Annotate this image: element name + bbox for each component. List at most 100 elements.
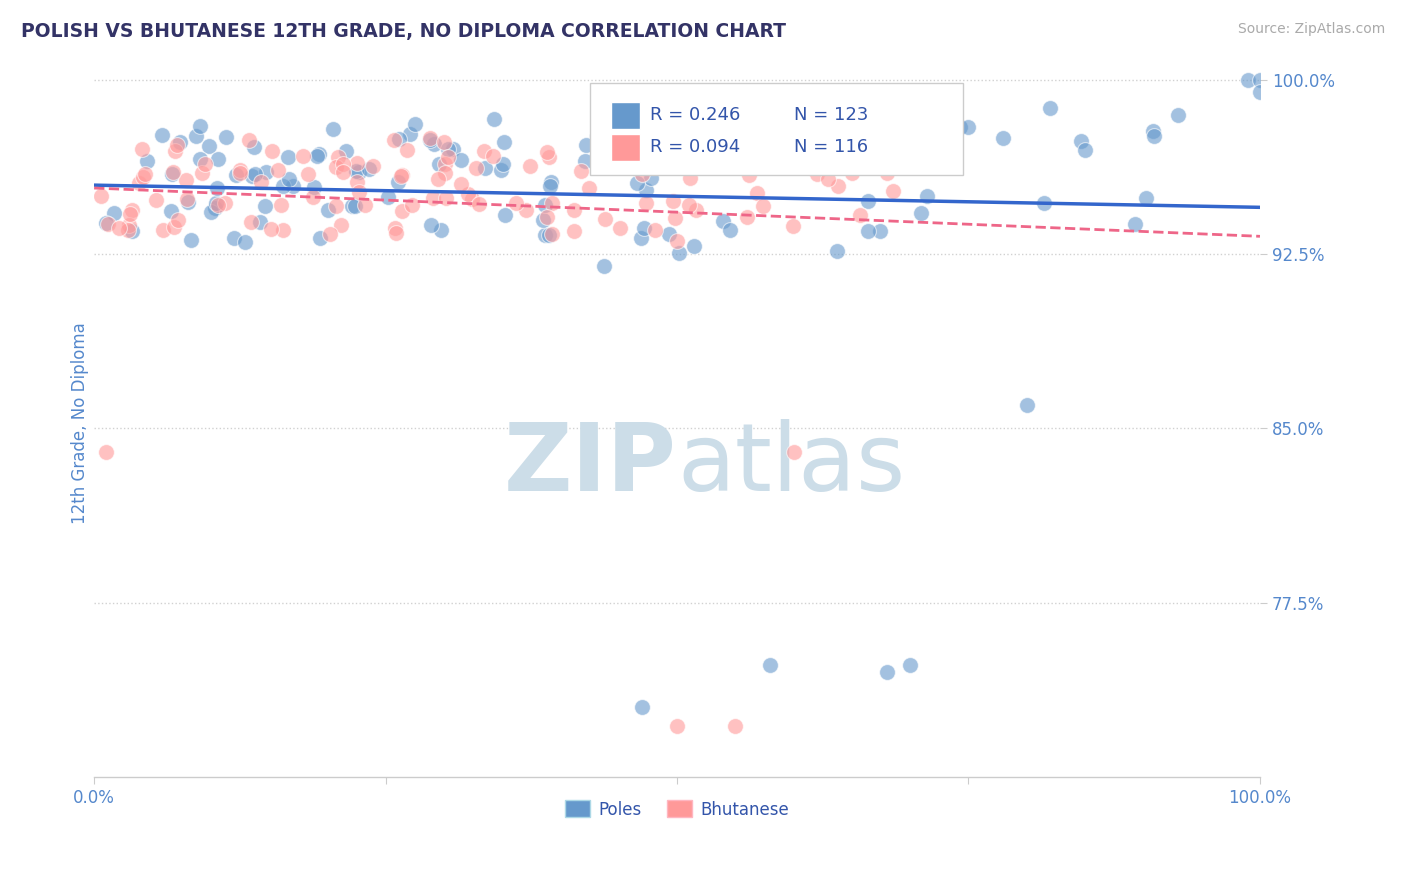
- Point: [297, 167, 319, 181]
- Point: [949, 120, 972, 134]
- Point: [876, 166, 898, 180]
- Point: [664, 211, 686, 225]
- Point: [163, 220, 186, 235]
- Point: [335, 145, 357, 159]
- Point: [536, 145, 558, 159]
- Point: [319, 227, 342, 241]
- Point: [243, 140, 266, 154]
- Point: [562, 202, 585, 217]
- Point: [121, 203, 143, 218]
- Point: [433, 156, 456, 170]
- Point: [340, 198, 363, 212]
- Point: [657, 227, 679, 241]
- Point: [94, 216, 117, 230]
- Point: [538, 179, 561, 194]
- Point: [291, 149, 314, 163]
- Point: [384, 221, 406, 235]
- Point: [207, 153, 229, 167]
- Point: [391, 169, 413, 183]
- Point: [422, 191, 444, 205]
- Point: [827, 178, 849, 193]
- Point: [541, 227, 564, 241]
- Point: [1135, 190, 1157, 204]
- Point: [1039, 101, 1062, 115]
- Point: [636, 196, 658, 211]
- Point: [782, 219, 804, 234]
- Point: [363, 160, 385, 174]
- Point: [322, 121, 344, 136]
- Point: [395, 143, 418, 157]
- Point: [957, 120, 980, 134]
- Point: [1143, 128, 1166, 143]
- Point: [858, 224, 880, 238]
- Point: [841, 166, 863, 180]
- Point: [401, 198, 423, 212]
- Point: [176, 192, 198, 206]
- Point: [484, 112, 506, 127]
- Point: [166, 138, 188, 153]
- Point: [249, 215, 271, 229]
- Text: R = 0.094: R = 0.094: [650, 138, 741, 156]
- Point: [117, 223, 139, 237]
- Point: [205, 196, 228, 211]
- Point: [540, 175, 562, 189]
- Point: [180, 233, 202, 247]
- Point: [90, 188, 112, 202]
- Point: [578, 180, 600, 194]
- Point: [239, 215, 262, 229]
- Point: [389, 169, 412, 183]
- Point: [188, 153, 211, 167]
- Point: [541, 196, 564, 211]
- Point: [121, 224, 143, 238]
- Point: [382, 133, 405, 147]
- Text: ZIP: ZIP: [505, 419, 678, 511]
- Legend: Poles, Bhutanese: Poles, Bhutanese: [558, 794, 796, 825]
- Point: [344, 164, 367, 178]
- Point: [267, 162, 290, 177]
- Point: [198, 139, 221, 153]
- Point: [1033, 196, 1056, 211]
- Point: [1074, 143, 1097, 157]
- Point: [817, 172, 839, 186]
- Point: [505, 195, 527, 210]
- Point: [763, 143, 786, 157]
- Point: [273, 179, 295, 194]
- Point: [630, 231, 652, 245]
- Point: [332, 165, 354, 179]
- Point: [134, 167, 156, 181]
- Point: [742, 155, 765, 169]
- Point: [243, 167, 266, 181]
- FancyBboxPatch shape: [589, 83, 963, 175]
- Point: [108, 221, 131, 235]
- Point: [308, 147, 330, 161]
- Point: [204, 202, 226, 216]
- Point: [457, 186, 479, 201]
- Point: [665, 234, 688, 248]
- Point: [437, 150, 460, 164]
- Point: [347, 164, 370, 178]
- Point: [609, 221, 631, 235]
- Point: [391, 203, 413, 218]
- Point: [745, 186, 768, 201]
- Text: N = 116: N = 116: [793, 138, 868, 156]
- Point: [329, 218, 352, 232]
- Point: [450, 153, 472, 167]
- Point: [385, 226, 408, 240]
- Point: [751, 199, 773, 213]
- Point: [162, 164, 184, 178]
- Point: [538, 150, 561, 164]
- Point: [450, 177, 472, 191]
- Point: [703, 139, 725, 153]
- Point: [724, 152, 747, 166]
- Point: [534, 197, 557, 211]
- Point: [876, 665, 898, 680]
- Point: [200, 205, 222, 219]
- Point: [574, 154, 596, 169]
- Point: [837, 122, 859, 136]
- Point: [150, 128, 173, 143]
- Point: [531, 213, 554, 227]
- Point: [1142, 124, 1164, 138]
- Point: [682, 110, 704, 124]
- Point: [316, 203, 339, 218]
- Point: [853, 140, 876, 154]
